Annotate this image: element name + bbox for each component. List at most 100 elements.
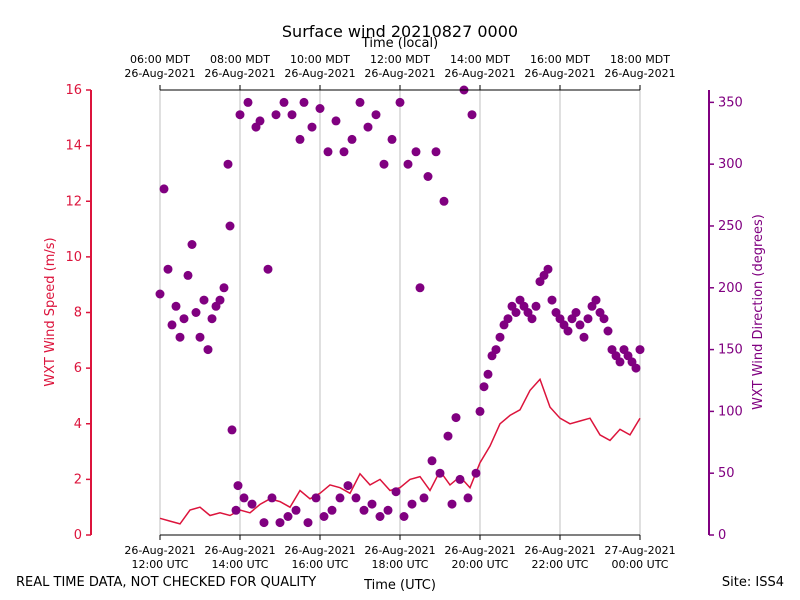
wind-direction-point — [175, 332, 185, 342]
wind-direction-point — [215, 295, 225, 305]
wind-direction-point — [399, 512, 409, 521]
top-tick-label: 26-Aug-2021 — [284, 67, 355, 80]
right-axis-label: WXT Wind Direction (degrees) — [751, 214, 766, 410]
wind-direction-point — [467, 110, 477, 120]
wind-direction-point — [339, 147, 349, 157]
wind-direction-point — [263, 264, 273, 274]
wind-direction-point — [223, 159, 233, 169]
bottom-tick-label: 26-Aug-2021 — [284, 544, 355, 557]
wind-direction-point — [271, 110, 281, 120]
wind-direction-point — [391, 487, 401, 497]
wind-direction-point — [543, 264, 553, 274]
right-tick-label: 200 — [718, 281, 743, 296]
wind-direction-point — [615, 357, 625, 367]
bottom-tick-label: 22:00 UTC — [531, 558, 588, 571]
wind-direction-point — [375, 512, 385, 521]
wind-direction-point — [415, 283, 425, 293]
wind-direction-point — [255, 116, 265, 126]
wind-direction-point — [547, 295, 557, 305]
wind-direction-point — [327, 505, 337, 515]
left-tick-label: 14 — [65, 139, 82, 154]
wind-direction-point — [471, 468, 481, 478]
right-tick-label: 350 — [718, 95, 743, 110]
wind-direction-point — [591, 295, 601, 305]
left-tick-label: 10 — [65, 250, 82, 265]
wind-direction-point — [447, 499, 457, 509]
top-axis-label: Time (local) — [361, 36, 438, 51]
wind-direction-point — [347, 134, 357, 144]
bottom-tick-label: 18:00 UTC — [371, 558, 428, 571]
wind-direction-point — [511, 308, 521, 317]
wind-direction-point — [159, 184, 169, 194]
wind-direction-point — [191, 308, 201, 317]
bottom-tick-label: 26-Aug-2021 — [204, 544, 275, 557]
wind-direction-point — [463, 493, 473, 503]
top-tick-label: 26-Aug-2021 — [204, 67, 275, 80]
wind-direction-point — [407, 499, 417, 509]
data-layer — [155, 85, 645, 528]
wind-direction-point — [239, 493, 249, 503]
wind-direction-point — [443, 431, 453, 441]
wind-direction-point — [495, 332, 505, 342]
right-tick-label: 50 — [718, 466, 735, 481]
bottom-tick-label: 00:00 UTC — [611, 558, 668, 571]
wind-direction-point — [179, 314, 189, 324]
wind-direction-point — [207, 314, 217, 324]
wind-direction-point — [367, 499, 377, 509]
bottom-tick-label: 20:00 UTC — [451, 558, 508, 571]
top-tick-label: 06:00 MDT — [130, 53, 190, 66]
wind-direction-point — [275, 518, 285, 528]
left-tick-label: 2 — [74, 472, 82, 487]
wind-direction-point — [163, 264, 173, 274]
wind-direction-point — [155, 289, 165, 299]
quality-note: REAL TIME DATA, NOT CHECKED FOR QUALITY — [16, 575, 317, 590]
wind-direction-point — [383, 505, 393, 515]
wind-direction-point — [283, 512, 293, 521]
x-axis-label: Time (UTC) — [363, 578, 436, 593]
left-tick-label: 8 — [74, 306, 82, 321]
wind-direction-point — [311, 493, 321, 503]
wind-direction-point — [503, 314, 513, 324]
left-tick-label: 6 — [74, 361, 82, 376]
wind-direction-point — [563, 326, 573, 336]
bottom-tick-label: 12:00 UTC — [131, 558, 188, 571]
top-tick-label: 26-Aug-2021 — [364, 67, 435, 80]
top-tick-label: 10:00 MDT — [290, 53, 350, 66]
wind-direction-point — [379, 159, 389, 169]
bottom-tick-label: 14:00 UTC — [211, 558, 268, 571]
site-label: Site: ISS4 — [721, 575, 784, 590]
bottom-tick-label: 26-Aug-2021 — [124, 544, 195, 557]
wind-direction-point — [267, 493, 277, 503]
wind-direction-point — [167, 320, 177, 330]
wind-direction-point — [183, 270, 193, 280]
wind-direction-point — [423, 172, 433, 181]
wind-direction-point — [259, 518, 269, 528]
wind-direction-point — [187, 240, 197, 249]
wind-direction-point — [355, 97, 365, 107]
wind-direction-point — [427, 456, 437, 466]
wind-direction-point — [403, 159, 413, 169]
wind-direction-point — [455, 474, 465, 484]
wind-direction-point — [439, 196, 449, 206]
wind-direction-point — [419, 493, 429, 503]
wind-direction-point — [195, 332, 205, 342]
bottom-tick-label: 16:00 UTC — [291, 558, 348, 571]
wind-direction-point — [299, 97, 309, 107]
wind-direction-point — [579, 332, 589, 342]
bottom-tick-label: 26-Aug-2021 — [364, 544, 435, 557]
wind-direction-point — [227, 425, 237, 435]
wind-direction-point — [575, 320, 585, 330]
chart-title: Surface wind 20210827 0000 — [282, 22, 518, 41]
wind-direction-point — [279, 97, 289, 107]
wind-direction-point — [307, 122, 317, 132]
left-tick-label: 12 — [65, 194, 82, 209]
wind-direction-point — [603, 326, 613, 336]
wind-direction-point — [199, 295, 209, 305]
wind-direction-point — [331, 116, 341, 126]
wind-direction-point — [171, 301, 181, 311]
wind-direction-point — [359, 505, 369, 515]
wind-direction-point — [351, 493, 361, 503]
wind-direction-point — [371, 110, 381, 120]
wind-direction-point — [599, 314, 609, 324]
